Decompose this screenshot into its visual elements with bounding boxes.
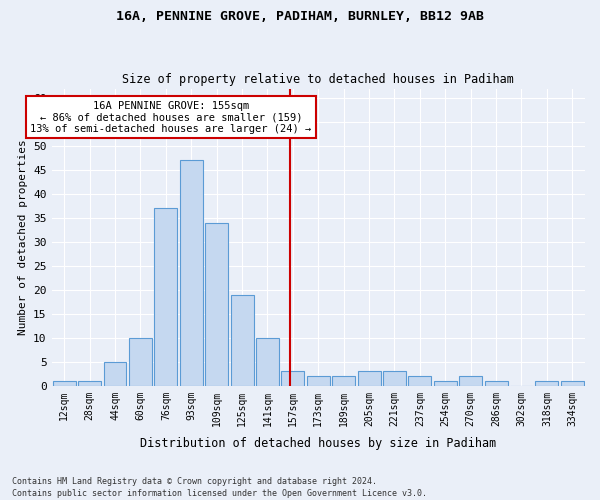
Bar <box>434 381 457 386</box>
Bar <box>459 376 482 386</box>
X-axis label: Distribution of detached houses by size in Padiham: Distribution of detached houses by size … <box>140 437 496 450</box>
Text: 16A, PENNINE GROVE, PADIHAM, BURNLEY, BB12 9AB: 16A, PENNINE GROVE, PADIHAM, BURNLEY, BB… <box>116 10 484 23</box>
Bar <box>180 160 203 386</box>
Text: Contains HM Land Registry data © Crown copyright and database right 2024.
Contai: Contains HM Land Registry data © Crown c… <box>12 476 427 498</box>
Bar <box>358 372 380 386</box>
Bar <box>383 372 406 386</box>
Bar <box>535 381 559 386</box>
Bar <box>256 338 279 386</box>
Bar <box>104 362 127 386</box>
Bar <box>205 223 228 386</box>
Title: Size of property relative to detached houses in Padiham: Size of property relative to detached ho… <box>122 73 514 86</box>
Y-axis label: Number of detached properties: Number of detached properties <box>17 140 28 335</box>
Bar <box>78 381 101 386</box>
Bar <box>332 376 355 386</box>
Bar <box>307 376 330 386</box>
Bar <box>53 381 76 386</box>
Bar <box>485 381 508 386</box>
Bar <box>129 338 152 386</box>
Bar <box>561 381 584 386</box>
Text: 16A PENNINE GROVE: 155sqm
← 86% of detached houses are smaller (159)
13% of semi: 16A PENNINE GROVE: 155sqm ← 86% of detac… <box>31 100 311 134</box>
Bar <box>409 376 431 386</box>
Bar <box>230 294 254 386</box>
Bar <box>281 372 304 386</box>
Bar <box>154 208 177 386</box>
